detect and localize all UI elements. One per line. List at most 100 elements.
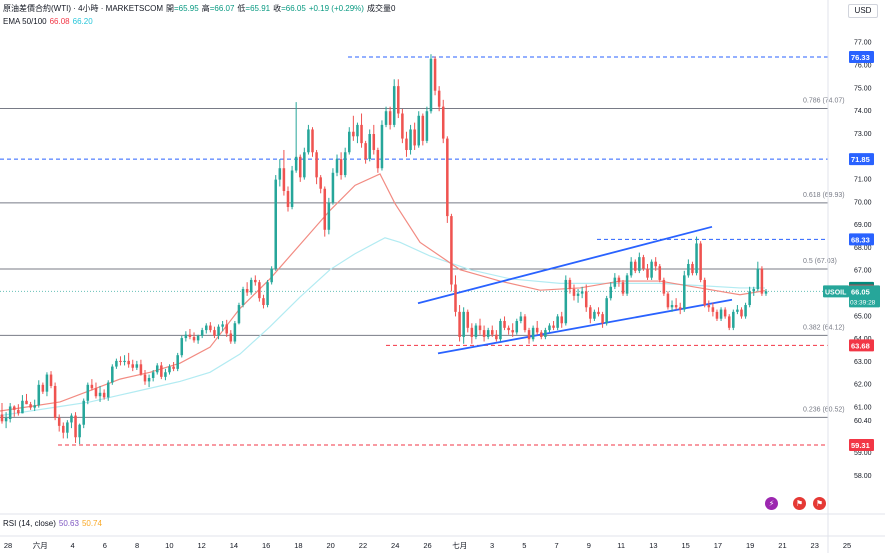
candle-body (172, 366, 175, 369)
candle-body (707, 305, 711, 308)
candle-body (584, 291, 588, 308)
candle-body (732, 311, 735, 328)
price-tag-label: 59.31 (851, 441, 870, 450)
candle-body (646, 268, 649, 278)
candle-body (217, 326, 220, 336)
candle-body (695, 243, 698, 274)
price-tick-label: 75.00 (854, 85, 872, 92)
time-tick-label: 28 (4, 541, 12, 550)
time-tick-label: 4 (70, 541, 74, 550)
parallel-channel[interactable] (417, 225, 733, 355)
time-tick-label: 3 (490, 541, 494, 550)
candle-body (33, 405, 36, 408)
symbol-title[interactable]: 原油差價合約(WTI) · 4小時 · MARKETSCOM (3, 4, 163, 13)
volume-value: 成交量0 (366, 4, 396, 13)
candle-body (155, 365, 159, 373)
candle-body (450, 216, 453, 285)
price-tag-bg (849, 339, 874, 352)
candle-body (180, 338, 184, 356)
currency-button[interactable]: USD (848, 4, 878, 18)
candle-body (37, 384, 41, 406)
candle-body (429, 58, 433, 112)
candle-body (119, 360, 122, 363)
candle-body (254, 279, 257, 283)
candle-body (213, 330, 216, 336)
time-axis[interactable]: 28 六月 4 6 8 10 12 14 16 18 20 22 24 26 七月 3 5 7 9 11 13 15 17 1… (0, 535, 885, 550)
time-tick-label: 七月 (452, 541, 467, 550)
time-tick-label: 14 (230, 541, 238, 550)
candle-body (360, 124, 363, 144)
time-tick-label: 20 (327, 541, 335, 550)
price-tick-label: 73.00 (854, 131, 872, 138)
candle-body (462, 311, 465, 337)
candle-body (446, 138, 449, 217)
candle-body (638, 257, 641, 271)
candle-body (188, 334, 192, 337)
price-tick-label: 68.00 (854, 245, 872, 252)
symbol-tag-label: USOIL (825, 289, 847, 296)
candle-body (674, 305, 678, 308)
candle-body (327, 202, 331, 230)
candle-body (258, 282, 261, 299)
candle-body (413, 129, 416, 146)
candle-body (123, 360, 126, 363)
candle-body (282, 168, 286, 192)
candle-body (364, 143, 367, 160)
fib-level-label: 0.618 (69.93) (803, 192, 845, 199)
candle-body (548, 325, 551, 331)
price-tick-label: 67.00 (854, 268, 872, 275)
candle-body (503, 320, 506, 328)
time-tick-label: 22 (359, 541, 367, 550)
price-tick-label: 63.00 (854, 359, 872, 366)
event-flash-icon[interactable]: ⚡ (765, 497, 778, 510)
price-tag-bg (849, 50, 874, 63)
price-tag-label: 68.33 (851, 235, 870, 244)
candle-body (486, 330, 490, 337)
rsi-value-1: 50.63 (58, 519, 79, 528)
candles (0, 54, 768, 445)
candle-body (290, 170, 294, 207)
price-tag-label: 71.85 (851, 155, 870, 164)
candle-body (544, 330, 547, 337)
candle-body (605, 298, 608, 324)
price-tick-label: 59.00 (854, 450, 872, 457)
candle-body (658, 266, 662, 280)
candle-body (225, 324, 228, 334)
ema100-line (0, 237, 765, 417)
candle-body (343, 152, 347, 176)
candle-body (568, 279, 572, 290)
rsi-legend[interactable]: RSI (14, close) 50.63 50.74 (3, 519, 105, 529)
price-tick-label: 74.00 (854, 108, 872, 115)
candle-body (70, 415, 73, 423)
candle-body (339, 159, 343, 176)
time-tick-label: 25 (843, 541, 851, 550)
time-tick-label: 11 (617, 541, 625, 550)
candle-body (748, 291, 751, 306)
horizontal-levels (0, 56, 828, 446)
candle-body (139, 364, 143, 375)
event-us-flag-icon-2[interactable]: ⚑ (813, 497, 826, 510)
close-value: =66.05 (281, 4, 306, 13)
candle-body (405, 138, 408, 150)
candle-body (49, 374, 53, 386)
time-tick-label: 19 (746, 541, 754, 550)
candle-body (433, 58, 437, 91)
candle-body (90, 384, 94, 389)
candle-body (229, 333, 233, 342)
time-tick-label: 10 (165, 541, 173, 550)
candle-body (437, 90, 441, 107)
rsi-value-2: 50.74 (81, 519, 102, 528)
ema50-value: 66.08 (49, 17, 70, 26)
price-tick-label: 69.00 (854, 222, 872, 229)
price-tags: 76.3371.8568.3366.2066.0863.6859.31USOIL… (823, 50, 880, 452)
ema-legend[interactable]: EMA 50/100 66.08 66.20 (3, 17, 96, 27)
ema-label: EMA 50/100 (3, 17, 47, 26)
candle-body (98, 392, 102, 397)
time-tick-label: 17 (714, 541, 722, 550)
candle-body (572, 289, 576, 296)
event-us-flag-icon[interactable]: ⚑ (793, 497, 806, 510)
change-value: +0.19 (+0.29%) (308, 4, 364, 13)
candle-body (515, 320, 519, 333)
